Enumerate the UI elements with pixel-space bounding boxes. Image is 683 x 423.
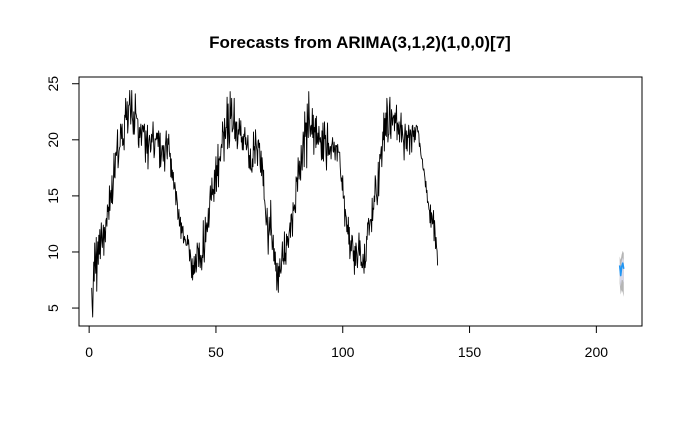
y-tick-label: 20	[45, 132, 61, 148]
series-layer	[91, 90, 625, 318]
y-tick-label: 10	[45, 244, 61, 260]
x-axis: 0 50 100 150 200	[85, 325, 609, 360]
observed-series-line	[91, 90, 439, 318]
y-tick-label: 25	[45, 76, 61, 92]
y-tick-label: 5	[45, 304, 61, 312]
y-tick-label: 15	[45, 188, 61, 204]
x-tick-label: 0	[85, 344, 93, 360]
x-tick-label: 200	[585, 344, 609, 360]
y-axis: 5 10 15 20 25	[45, 76, 80, 312]
x-tick-label: 150	[458, 344, 482, 360]
forecast-series-line	[618, 262, 625, 277]
chart-title: Forecasts from ARIMA(3,1,2)(1,0,0)[7]	[209, 33, 511, 52]
x-tick-label: 100	[331, 344, 355, 360]
x-tick-label: 50	[208, 344, 224, 360]
